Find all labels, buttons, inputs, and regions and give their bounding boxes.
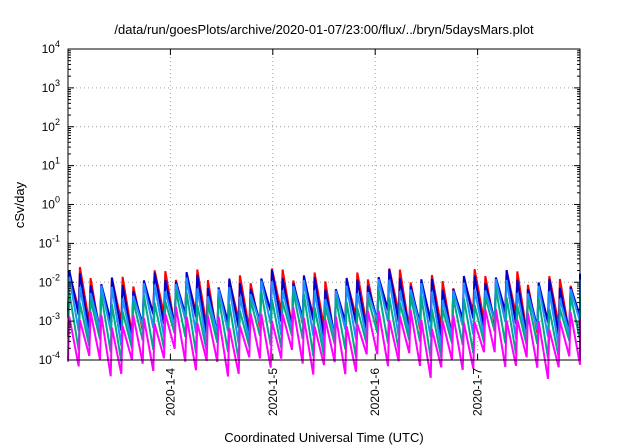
y-tick-label: 10-1 — [39, 233, 60, 250]
y-tick-label: 103 — [42, 78, 60, 95]
y-tick-label: 101 — [42, 156, 60, 173]
x-tick-label: 2020-1-6 — [368, 368, 382, 416]
series-group — [67, 266, 581, 380]
y-tick-label: 10-3 — [39, 311, 60, 328]
y-tick-label: 10-2 — [39, 272, 60, 289]
series-line — [67, 306, 581, 380]
x-tick-label: 2020-1-5 — [266, 368, 280, 416]
chart-title: /data/run/goesPlots/archive/2020-01-07/2… — [114, 22, 534, 37]
y-tick-label: 100 — [42, 195, 60, 212]
x-tick-label: 2020-1-4 — [163, 368, 177, 416]
y-tick-label: 10-4 — [39, 350, 60, 367]
y-axis-label: cSv/day — [12, 181, 27, 228]
x-axis-label: Coordinated Universal Time (UTC) — [224, 430, 423, 445]
y-tick-label: 102 — [42, 117, 60, 134]
y-tick-label: 104 — [42, 39, 60, 56]
x-tick-label: 2020-1-7 — [471, 368, 485, 416]
x-axis-ticks: 2020-1-4 2020-1-5 2020-1-6 2020-1-7 — [163, 49, 485, 416]
y-axis-ticks: 104 103 102 101 100 10-1 10-2 10-3 10-4 — [39, 39, 580, 367]
